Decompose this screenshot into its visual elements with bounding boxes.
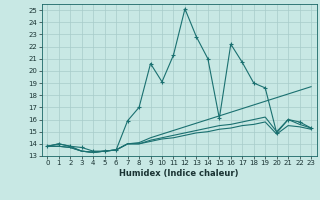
X-axis label: Humidex (Indice chaleur): Humidex (Indice chaleur) — [119, 169, 239, 178]
